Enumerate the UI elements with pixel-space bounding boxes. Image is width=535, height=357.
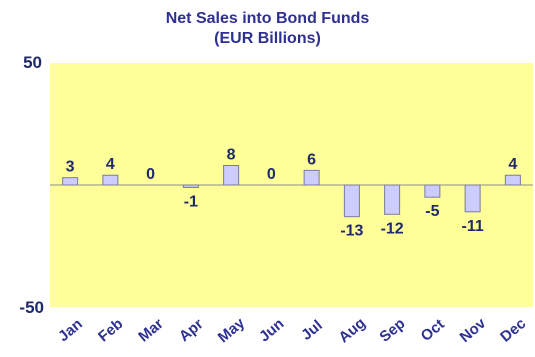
x-tick-label-sep: Sep xyxy=(376,315,408,346)
x-axis-labels: Jan Feb Mar Apr May Jun Jul Aug Sep Oct Nov Dec xyxy=(55,314,529,346)
bar-dec xyxy=(504,174,521,186)
x-tick-label-may: May xyxy=(215,314,249,346)
data-label-nov: -11 xyxy=(462,218,484,235)
data-label-sep: -12 xyxy=(381,220,404,237)
x-tick-label-jan: Jan xyxy=(55,316,86,346)
x-tick-label-nov: Nov xyxy=(457,314,490,346)
x-tick-label-mar: Mar xyxy=(135,315,166,345)
x-tick-label-oct: Oct xyxy=(418,316,448,345)
y-tick-label-min: -50 xyxy=(19,298,44,317)
data-label-mar: 0 xyxy=(146,166,155,183)
bar-jan xyxy=(62,177,79,186)
data-label-feb: 4 xyxy=(106,156,115,173)
x-tick-label-dec: Dec xyxy=(497,315,529,346)
bar-aug xyxy=(343,184,360,218)
bar-sep xyxy=(384,184,401,215)
bar-jul xyxy=(303,169,320,186)
data-label-may: 8 xyxy=(227,146,236,163)
bar-oct xyxy=(424,184,441,198)
data-label-dec: 4 xyxy=(508,156,517,173)
bar-nov xyxy=(464,184,481,213)
data-label-jul: 6 xyxy=(307,151,316,168)
data-label-apr: -1 xyxy=(184,193,198,210)
chart-title: Net Sales into Bond Funds xyxy=(165,10,370,27)
bar-feb xyxy=(102,174,119,186)
chart-subtitle: (EUR Billions) xyxy=(214,30,321,47)
data-label-jun: 0 xyxy=(267,166,276,183)
x-tick-label-feb: Feb xyxy=(95,315,126,345)
x-tick-label-aug: Aug xyxy=(336,314,369,346)
data-label-aug: -13 xyxy=(340,223,363,240)
data-label-oct: -5 xyxy=(425,203,439,220)
x-tick-label-apr: Apr xyxy=(176,315,207,345)
y-tick-label-max: 50 xyxy=(23,53,42,72)
data-label-jan: 3 xyxy=(66,159,75,176)
data-labels: 3 4 0 -1 8 0 6 -13 -12 -5 -11 4 xyxy=(66,146,518,239)
bar-may xyxy=(223,164,240,186)
bar-series xyxy=(62,164,521,218)
x-tick-label-jun: Jun xyxy=(256,315,287,345)
bar-apr xyxy=(182,184,199,188)
x-tick-label-jul: Jul xyxy=(298,317,326,344)
